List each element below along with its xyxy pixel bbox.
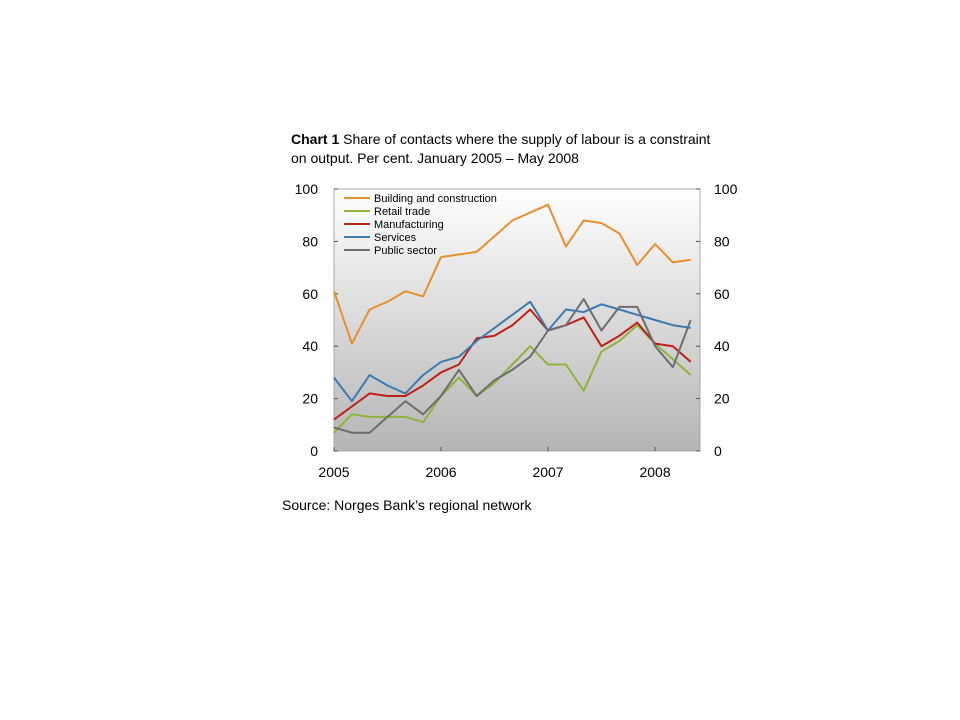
series-lines	[333, 203, 692, 434]
chart-title-lead: Chart 1	[291, 131, 340, 147]
series-line-retail-trade	[333, 324, 692, 434]
chart-title: Chart 1 Share of contacts where the supp…	[291, 130, 711, 168]
series-line-building-and-construction	[333, 203, 691, 345]
x-tick-label: 2006	[425, 464, 456, 480]
legend-label-services: Services	[374, 232, 417, 244]
legend-label-retail-trade: Retail trade	[374, 206, 430, 218]
y-tick-label-right: 20	[714, 391, 730, 407]
x-tick-label: 2008	[639, 464, 670, 480]
y-tick-label-left: 20	[302, 391, 318, 407]
chart-title-text: Share of contacts where the supply of la…	[291, 131, 711, 166]
series-line-public-sector	[333, 298, 692, 434]
legend-label-public-sector: Public sector	[374, 245, 437, 257]
y-tick-label-left: 100	[295, 181, 319, 197]
y-tick-label-right: 0	[714, 443, 722, 459]
source-note: Source: Norges Bank’s regional network	[282, 497, 532, 513]
y-tick-label-right: 40	[714, 338, 730, 354]
series-line-manufacturing	[333, 308, 692, 421]
y-tick-label-left: 0	[310, 443, 318, 459]
series-line-services	[333, 300, 691, 403]
x-tick-label: 2005	[318, 464, 349, 480]
y-tick-label-left: 60	[302, 286, 318, 302]
x-tick-label: 2007	[532, 464, 563, 480]
y-tick-label-right: 80	[714, 233, 730, 249]
y-tick-label-left: 40	[302, 338, 318, 354]
y-tick-label-right: 60	[714, 286, 730, 302]
legend-label-building-and-construction: Building and construction	[374, 193, 497, 205]
y-tick-label-right: 100	[714, 181, 738, 197]
legend-label-manufacturing: Manufacturing	[374, 219, 444, 231]
y-tick-label-left: 80	[302, 233, 318, 249]
